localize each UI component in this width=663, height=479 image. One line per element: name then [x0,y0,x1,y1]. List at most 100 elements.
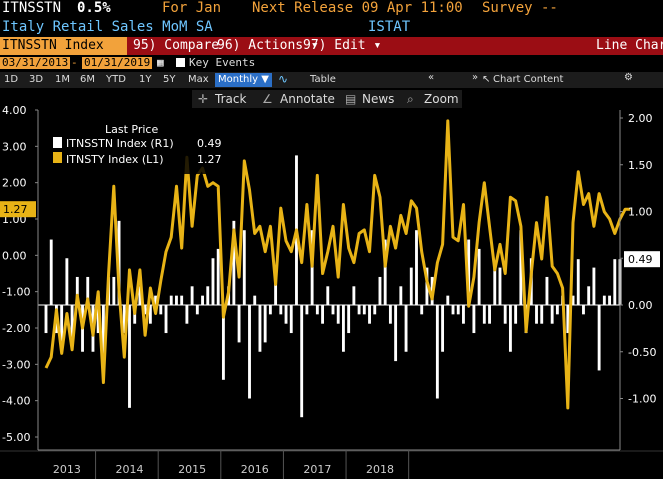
range-selector: 1D 3D 1M 6M YTD 1Y 5Y Max Monthly ▼ ∿ Ta… [0,72,663,88]
x-tick-label: 2014 [115,463,143,476]
bar [519,230,523,305]
bar [326,286,330,305]
legend-value-2: 1.27 [197,153,222,166]
crosshair-icon: ✛ [198,92,209,106]
bar [550,305,554,324]
bar [86,276,90,305]
bar [488,305,491,324]
bar [498,267,502,305]
bar [446,295,450,305]
bar [508,305,512,352]
chart-type-label[interactable]: Line Chart [596,38,663,53]
left-last-value-badge [0,201,36,218]
bar [305,305,309,315]
bar [70,305,74,343]
period-label: For Jan [162,0,222,16]
frequency-dropdown[interactable]: Monthly ▼ [215,73,272,87]
bar [315,305,319,315]
axes: 4.00 3.00 2.00 1.00 0.00 -1.00 -2.00 -3.00 -4.00… [0,104,663,479]
bar [571,295,575,305]
bar [169,295,173,305]
bar [420,305,424,315]
bar [60,305,64,352]
track-button[interactable]: Track [215,92,247,106]
line-chart-icon[interactable]: ∿ [278,72,289,86]
bar [545,276,549,305]
x-tick-label: 2016 [241,463,269,476]
zoom-icon: ⌕ [407,92,414,106]
bar [357,305,361,315]
edit-menu[interactable]: 97) Edit ▾ [303,38,382,53]
bar [211,258,215,305]
left-tick-label: 4.00 [2,104,27,117]
bar [185,305,189,324]
bar [284,305,288,324]
bar [336,305,340,324]
zoom-button[interactable]: Zoom [424,92,459,106]
bar [587,286,591,305]
bar [44,305,48,334]
range-ytd[interactable]: YTD [106,74,126,85]
bar [258,305,262,352]
table-button[interactable]: Table [310,74,336,85]
start-date-field[interactable]: 03/31/2013 [0,56,71,69]
compare-button[interactable]: 95) Compare [133,38,220,53]
range-3d[interactable]: 3D [29,74,44,85]
bar [555,305,559,315]
left-tick-label: -3.00 [2,358,30,371]
bar [237,305,241,343]
bar [404,305,408,352]
expand-icon[interactable]: « [428,72,435,83]
ticker-input[interactable]: ITNSSTN Index [0,37,127,55]
legend: Last Price ITNSSTN Index (R1) 0.49 ITNST… [50,121,228,174]
bar [138,286,142,305]
news-button[interactable]: News [362,92,395,106]
bar [493,267,497,305]
legend-series-2: ITNSTY Index (L1) [66,153,164,166]
range-5y[interactable]: 5Y [163,74,176,85]
function-toolbar: ITNSSTN Index 95) Compare 96) Actions ▾ … [0,37,663,55]
bar [373,305,377,315]
collapse-icon[interactable]: » [472,72,479,83]
range-6m[interactable]: 6M [80,74,95,85]
bar [409,267,413,305]
right-last-value-badge [624,251,660,268]
range-max[interactable]: Max [188,74,209,85]
settings-gear-icon[interactable]: ⚙ [624,72,633,83]
bar [597,305,601,371]
actions-menu[interactable]: 96) Actions ▾ [217,38,319,53]
bar [112,276,116,305]
bar [279,305,283,315]
next-release-label: Next Release 09 Apr 11:00 [252,0,463,16]
range-1d[interactable]: 1D [4,74,19,85]
bar [263,305,267,343]
legend-swatch-line [53,152,62,163]
bar [232,220,236,305]
bar [190,286,194,305]
bar [195,305,199,315]
left-tick-label: 2.00 [2,177,27,190]
bar [399,286,403,305]
legend-swatch-bars [53,137,62,148]
range-1m[interactable]: 1M [55,74,70,85]
bar [388,305,392,324]
bar [467,239,471,305]
end-date-field[interactable]: 01/31/2019 [82,56,153,69]
annotate-button[interactable]: Annotate [280,92,335,106]
bar [300,305,304,418]
bar [394,305,398,362]
range-1y[interactable]: 1Y [139,74,152,85]
bar [613,259,617,305]
bar [582,305,585,315]
bar [415,230,418,305]
bar [289,305,293,334]
bar [331,305,335,315]
calendar-icon[interactable]: ▦ [157,56,164,69]
key-events-checkbox[interactable] [176,58,185,67]
bar [148,305,152,324]
chart-content-button[interactable]: Chart Content [493,74,564,85]
survey-label: Survey -- [482,0,558,16]
left-last-value: 1.27 [3,203,28,216]
x-tick-label: 2015 [178,463,206,476]
